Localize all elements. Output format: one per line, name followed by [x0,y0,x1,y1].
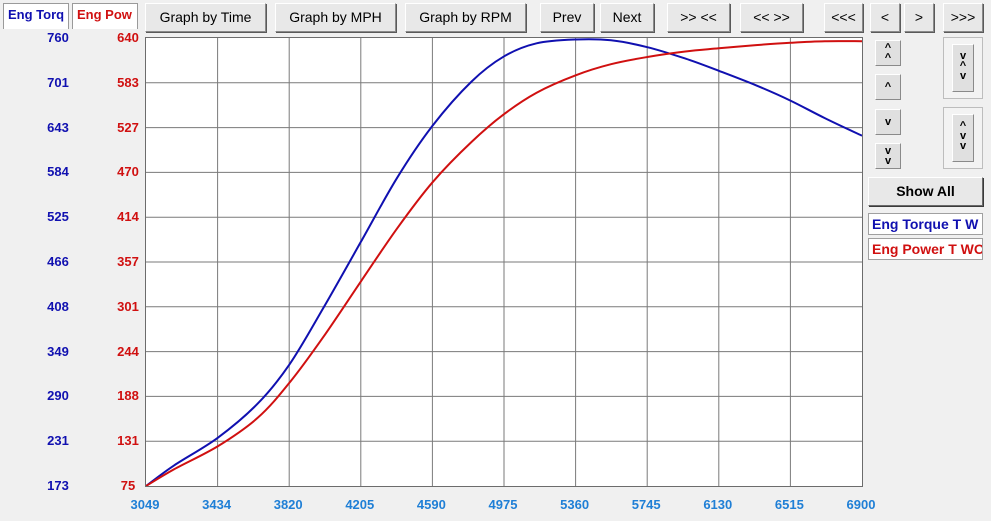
y-collapse-button[interactable]: ^ v v [952,114,974,162]
next-button[interactable]: Next [600,3,654,32]
series-line-torque [146,38,862,486]
x-tick-label: 6130 [703,497,733,512]
y-tick-label-torque: 525 [47,209,69,225]
x-tick-label: 4590 [416,497,446,512]
y-scroll-double-up-button[interactable]: ^ ^ [875,40,901,66]
x-tick-label: 6900 [846,497,876,512]
y-tick-label-torque: 584 [47,164,69,180]
x-tick-label: 6515 [774,497,804,512]
y-tick-label-power: 640 [117,30,139,45]
y-tick-label-torque: 408 [47,298,69,314]
scroll-last-button[interactable]: >>> [943,3,983,32]
y-tick-label-torque: 466 [47,254,69,269]
x-tick-label: 5360 [560,497,590,512]
y-tick-label-power: 357 [117,254,139,269]
prev-button[interactable]: Prev [540,3,594,32]
scroll-right-button[interactable]: > [904,3,934,32]
y-tick-label-power: 131 [117,433,139,449]
graph-by-time-button[interactable]: Graph by Time [145,3,266,32]
x-tick-label: 3049 [130,497,160,512]
y-tick-label-power: 244 [117,343,139,359]
scroll-first-button[interactable]: <<< [824,3,863,32]
graph-by-rpm-button[interactable]: Graph by RPM [405,3,526,32]
show-all-button[interactable]: Show All [868,177,983,206]
zoom-in-button[interactable]: >> << [667,3,730,32]
chart-lines [146,38,862,486]
y-tick-label-power: 414 [117,209,139,225]
axis-tab-torque[interactable]: Eng Torq [3,3,69,29]
y-tick-label-torque: 173 [47,478,69,493]
y-expand-button[interactable]: v ^ v [952,44,974,92]
y-tick-label-torque: 349 [47,343,69,359]
scroll-left-button[interactable]: < [870,3,900,32]
y-tick-label-torque: 290 [47,388,69,404]
graph-by-mph-button[interactable]: Graph by MPH [275,3,396,32]
y-tick-label-power: 301 [117,298,139,314]
chart-grid [146,38,862,486]
x-tick-label: 3820 [273,497,303,512]
x-tick-label: 5745 [631,497,661,512]
y-tick-label-power: 527 [117,119,139,135]
plot-area[interactable] [145,37,863,487]
axis-tab-power[interactable]: Eng Pow [72,3,138,29]
y-tick-label-power: 470 [117,164,139,180]
series-line-power [146,40,862,486]
legend-item-power[interactable]: Eng Power T WO [868,238,983,260]
x-tick-label: 4205 [345,497,375,512]
y-tick-label-torque: 231 [47,433,69,449]
y-scroll-up-button[interactable]: ^ [875,74,901,100]
y-scroll-down-button[interactable]: v [875,109,901,135]
chart-svg [146,38,862,486]
y-tick-label-torque: 643 [47,119,69,135]
y-tick-label-power: 75 [120,478,136,493]
zoom-out-button[interactable]: << >> [740,3,803,32]
y-tick-label-torque: 701 [47,74,69,90]
x-tick-label: 3434 [202,497,232,512]
y-tick-label-power: 583 [117,74,139,90]
x-tick-label: 4975 [488,497,518,512]
y-tick-label-torque: 760 [47,30,69,45]
legend-item-torque[interactable]: Eng Torque T W [868,213,983,235]
y-tick-label-power: 188 [117,388,139,404]
